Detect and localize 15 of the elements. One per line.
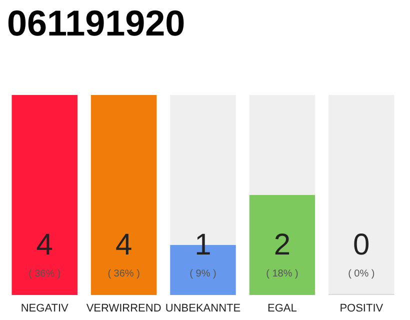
bar	[249, 195, 316, 295]
bar	[12, 95, 78, 295]
x-tick-label: UNBEKANNTE	[165, 302, 241, 314]
x-tick-label: POSITIV	[340, 302, 384, 314]
bar	[249, 95, 316, 195]
x-tick-label: VERWIRREND	[86, 302, 162, 314]
data-label: 4 ( 36% )	[108, 228, 140, 280]
chart-title: 061191920	[7, 2, 186, 44]
bar	[90, 95, 157, 295]
x-tick-label: EGAL	[268, 302, 297, 314]
data-label: 2 ( 18% )	[266, 228, 298, 280]
x-tick-label: NEGATIV	[20, 302, 69, 314]
data-label: 4 ( 36% )	[28, 228, 61, 280]
data-label: 0 ( 0% )	[348, 228, 375, 280]
bar	[328, 95, 394, 295]
